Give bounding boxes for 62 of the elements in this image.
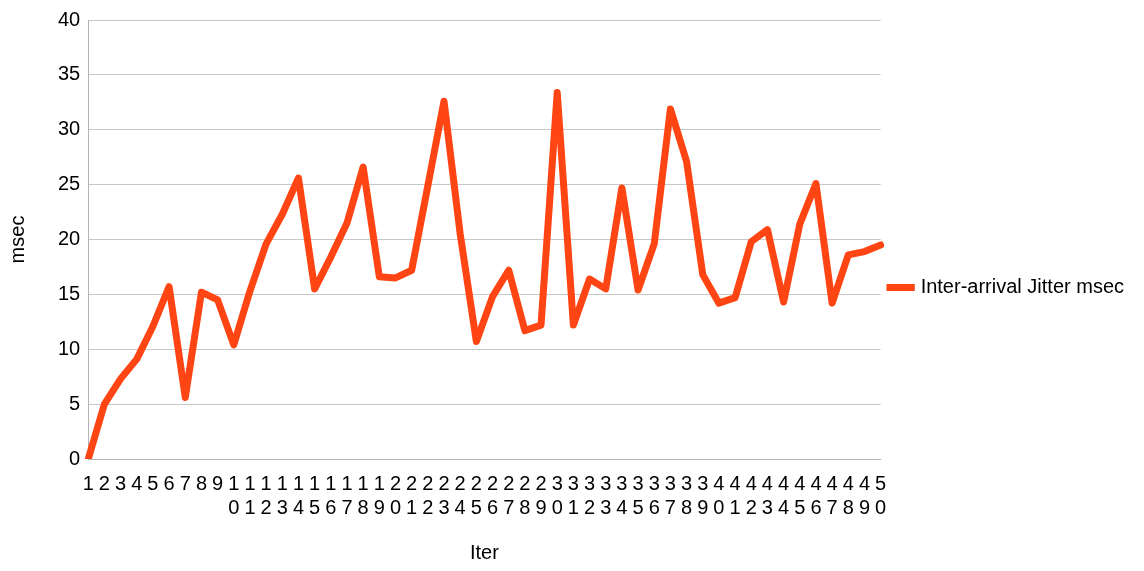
x-tick-label: 2 [98, 471, 110, 494]
x-tick-label: 6 [163, 471, 175, 494]
x-tick-label: 30 [551, 471, 563, 518]
x-tick-label: 28 [519, 471, 531, 518]
x-tick-label: 8 [195, 471, 208, 494]
y-tick-label: 0 [69, 446, 81, 469]
x-tick-label: 32 [583, 471, 596, 518]
x-tick-label: 3 4 [616, 471, 628, 518]
x-tick-label: 33 [600, 471, 612, 518]
x-tick-label: 11 [244, 471, 256, 518]
x-tick-label: 36 [648, 471, 660, 518]
x-tick-label: 14 [292, 471, 305, 518]
x-tick-label: 4 [131, 471, 143, 494]
x-tick-label: 47 [826, 471, 838, 518]
x-tick-label: 29 [535, 471, 547, 518]
x-tick-label: 27 [503, 471, 515, 518]
x-tick-label: 5 [147, 471, 159, 494]
x-tick-label: 49 [858, 471, 871, 518]
x-tick-label: 3 [115, 471, 127, 494]
y-tick-label: 25 [58, 172, 81, 195]
y-tick-label: 15 [58, 281, 81, 304]
y-tick-label: 20 [58, 227, 81, 250]
x-tick-label: 48 [842, 471, 854, 518]
x-tick-label: 22 [422, 471, 434, 518]
x-tick-label: 40 [713, 471, 725, 518]
x-tick-label: 37 [664, 471, 676, 518]
x-tick-label: 10 [228, 471, 240, 518]
x-tick-label: 1 2 [260, 471, 272, 518]
x-tick-label: 13 [276, 471, 288, 518]
x-tick-label: 21 [406, 471, 418, 518]
x-tick-label: 15 [309, 471, 321, 518]
x-tick-label: 31 [567, 471, 579, 518]
y-axis-title: msec [5, 215, 28, 264]
x-tick-label: 43 [761, 471, 773, 518]
y-tick-label: 30 [58, 117, 81, 140]
x-tick-label: 16 [325, 471, 337, 518]
x-tick-label: 24 [454, 471, 466, 518]
legend-label: Inter-arrival Jitter msec [920, 275, 1125, 298]
y-tick-label: 10 [58, 336, 81, 359]
x-tick-label: 17 [341, 471, 353, 518]
x-tick-label: 19 [373, 471, 385, 518]
x-tick-label: 20 [389, 471, 402, 518]
x-tick-label: 38 [681, 471, 693, 518]
x-tick-label: 1 [82, 471, 94, 494]
x-tick-label: 9 [212, 471, 224, 494]
x-tick-label: 46 [810, 471, 822, 518]
x-tick-label: 26 [486, 471, 499, 518]
x-tick-label: 35 [632, 471, 644, 518]
x-tick-label: 39 [697, 471, 709, 518]
x-tick-label: 44 [778, 471, 790, 518]
x-tick-label: 41 [729, 471, 741, 518]
x-tick-label: 23 [438, 471, 450, 518]
x-tick-label: 50 [875, 471, 887, 518]
y-tick-label: 35 [58, 62, 81, 85]
x-tick-label: 7 [179, 471, 191, 494]
x-tick-label: 42 [745, 471, 757, 518]
x-tick-label: 18 [357, 471, 369, 518]
y-tick-label: 5 [69, 391, 81, 414]
x-tick-label: 25 [470, 471, 482, 518]
x-tick-label: 45 [794, 471, 806, 518]
y-tick-label: 40 [58, 7, 81, 30]
x-axis-title: Iter [469, 540, 500, 563]
